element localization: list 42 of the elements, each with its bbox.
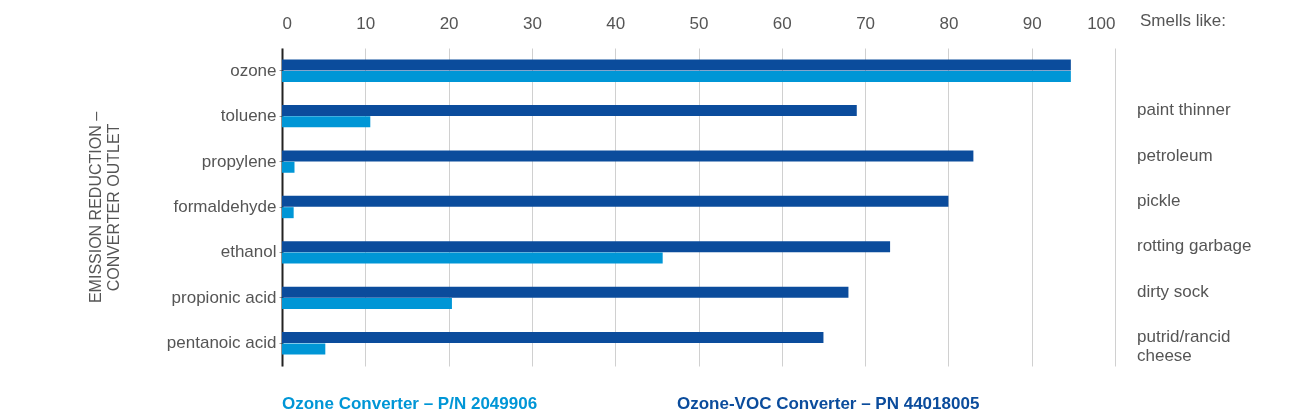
y-axis-title: EMISSION REDUCTION – CONVERTER OUTLET [86, 111, 122, 304]
bar [282, 286, 849, 298]
bar [282, 241, 891, 253]
text: Smells like: [1140, 11, 1226, 30]
text: Ozone Converter – P/N 2049906 [282, 394, 538, 413]
text: pickle [1137, 191, 1181, 210]
x-tick-label: 0 [282, 13, 292, 33]
y-tick-label: propylene [201, 151, 277, 171]
text: petroleum [1137, 145, 1213, 165]
bar [282, 195, 949, 207]
x-tick-label: 40 [606, 13, 626, 33]
text: Ozone-VOC Converter – PN 44018005 [677, 394, 980, 413]
text: rotting garbage [1137, 236, 1252, 256]
x-tick-label: 100 [1087, 13, 1116, 33]
bar [282, 161, 295, 173]
y-tick-label: ethanol [220, 242, 277, 262]
bar [282, 343, 326, 355]
x-tick-label: 30 [522, 13, 542, 33]
y-tick-label: pentanoic acid [166, 333, 277, 353]
x-tick-label: 10 [356, 13, 376, 33]
y-tick-label: toluene [220, 106, 277, 126]
bar [282, 70, 1071, 82]
x-tick-label: 20 [439, 13, 459, 33]
bar [282, 252, 663, 264]
x-tick-label: 60 [772, 13, 792, 33]
y-tick-label: ozone [230, 60, 277, 80]
x-tick-label: 70 [856, 13, 876, 33]
bar [282, 116, 371, 128]
bar [282, 207, 294, 219]
y-tick-label: formaldehyde [173, 197, 277, 216]
text: paint thinner [1137, 100, 1231, 120]
bar [282, 332, 824, 344]
x-tick-label: 80 [939, 13, 959, 33]
y-tick-label: propionic acid [171, 287, 277, 307]
bar [282, 59, 1071, 71]
x-tick-label: 50 [689, 13, 709, 33]
text: dirty sock [1137, 281, 1210, 301]
text: putrid/rancid cheese [1137, 327, 1231, 366]
bar [282, 104, 857, 116]
bar [282, 298, 452, 310]
x-tick-label: 90 [1022, 13, 1042, 33]
bar [282, 150, 974, 162]
